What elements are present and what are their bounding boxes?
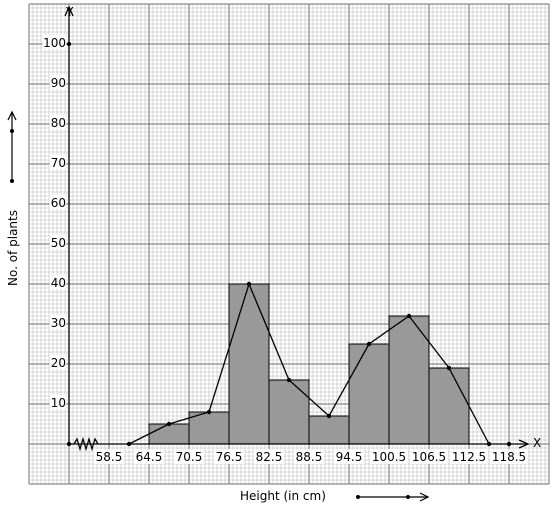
x-tick-label: 100.5: [372, 450, 406, 464]
frequency-polygon-point: [206, 409, 212, 415]
x-tick-label: 58.5: [96, 450, 123, 464]
x-tick-label: 70.5: [176, 450, 203, 464]
frequency-polygon-point: [286, 377, 292, 383]
histogram-bar: [428, 367, 470, 445]
y-tick-label-bg: [42, 35, 66, 49]
y-tick-label: 20: [51, 356, 66, 370]
x-tick-label-bg: [333, 449, 365, 464]
x-end-dot: [506, 441, 512, 447]
x-axis-letter: X: [533, 436, 541, 450]
x-tick-label: 76.5: [216, 450, 243, 464]
origin-dot: [66, 441, 72, 447]
y-tick-label: 50: [51, 236, 66, 250]
y-axis-arrowhead: [64, 5, 74, 17]
y-tick-label-bg: [49, 235, 66, 249]
x-tick-label-bg: [410, 449, 448, 464]
y-tick-label: 60: [51, 196, 66, 210]
frequency-polygon-point: [486, 441, 492, 447]
frequency-polygon-point: [366, 341, 372, 347]
axes: [64, 5, 530, 452]
y-tick-label-bg: [49, 75, 66, 89]
y-tick-label: 90: [51, 76, 66, 90]
y-axis-letter: Y: [65, 5, 74, 19]
x-tick-label: 106.5: [412, 450, 446, 464]
y-tick-label-bg: [49, 155, 66, 169]
frequency-polygon-point: [246, 281, 252, 287]
x-axis-title: Height (in cm): [240, 489, 326, 503]
histogram-bar: [148, 423, 190, 445]
x-tick-label-bg: [253, 449, 285, 464]
frequency-polygon-point: [446, 365, 452, 371]
x-tick-label-bg: [450, 449, 488, 464]
x-tick-label: 64.5: [136, 450, 163, 464]
x-tick-label-bg: [133, 449, 165, 464]
frequency-polygon-point: [166, 421, 172, 427]
histogram-bar: [188, 411, 230, 445]
x-axis-break: [73, 436, 99, 452]
x-tick-label-bg: [173, 449, 205, 464]
x-axis-arrowhead: [518, 439, 530, 449]
frequency-polygon-line: [128, 282, 490, 445]
y-tick-label-bg: [49, 355, 66, 369]
y-axis-title: No. of plants: [6, 210, 20, 286]
y-tick-label: 80: [51, 116, 66, 130]
histogram-bar: [268, 379, 310, 445]
frequency-polygon-point: [126, 441, 132, 447]
histogram-bar: [348, 343, 390, 445]
x-tick-label: 82.5: [256, 450, 283, 464]
x-tick-label: 118.5: [492, 450, 526, 464]
frequency-polygon-point: [406, 313, 412, 319]
y-tick-label-bg: [49, 115, 66, 129]
x-tick-label: 112.5: [452, 450, 486, 464]
frequency-polygon-point: [326, 413, 332, 419]
x-tick-label-bg: [370, 449, 408, 464]
histogram-bar: [308, 415, 350, 445]
histogram-bar: [228, 283, 270, 445]
y-tick-label: 100: [43, 36, 66, 50]
y-tick-label: 70: [51, 156, 66, 170]
x-tick-label-bg: [93, 449, 125, 464]
tick-labels: 58.5 64.5 70.5 76.5 82.5 88.5 94.5 100.5 106.5 11…: [42, 35, 528, 464]
x-tick-label-bg: [490, 449, 528, 464]
x-axis-title-bg: [238, 488, 328, 504]
y-tick-label-bg: [49, 195, 66, 209]
grid-lines: [28, 3, 550, 485]
y-tick-label: 30: [51, 316, 66, 330]
x-direction-arrow: [356, 492, 430, 502]
y-tick-label: 40: [51, 276, 66, 290]
y-direction-arrow: [7, 110, 17, 183]
frequency-polygon: [126, 281, 512, 447]
x-tick-label-bg: [293, 449, 325, 464]
y-tick-label-bg: [49, 315, 66, 329]
y-tick-label: 10: [51, 396, 66, 410]
y-tick-label-bg: [49, 275, 66, 289]
x-tick-label-bg: [213, 449, 245, 464]
x-tick-label: 88.5: [296, 450, 323, 464]
y-top-dot: [66, 41, 72, 47]
y-tick-label-bg: [49, 395, 66, 409]
x-tick-label: 94.5: [336, 450, 363, 464]
